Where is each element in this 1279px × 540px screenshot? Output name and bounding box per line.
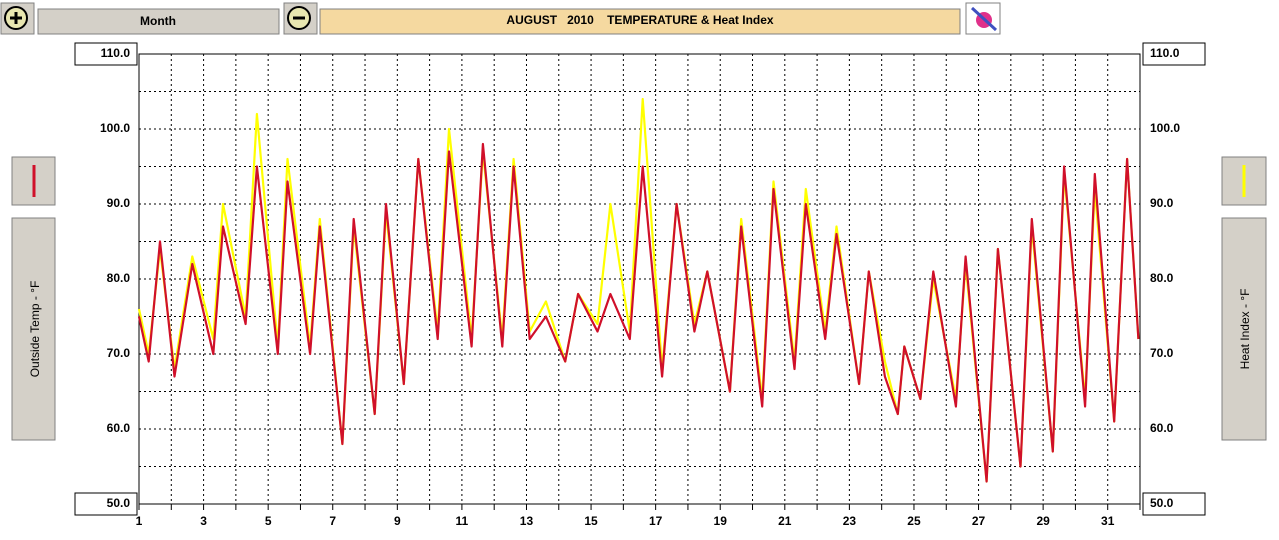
y2-tick-box — [1142, 42, 1206, 66]
y2-axis-label: Heat Index - °F — [1238, 289, 1252, 370]
y2-tick-box — [1142, 492, 1206, 516]
period-label: Month — [140, 14, 176, 28]
settings-icon[interactable] — [965, 2, 1001, 35]
x-tick-label: 31 — [1101, 514, 1115, 528]
zoom-in-button[interactable] — [0, 2, 35, 35]
x-tick-label: 25 — [907, 514, 921, 528]
x-tick-label: 21 — [778, 514, 792, 528]
y2-tick-label: 110.0 — [1150, 46, 1180, 60]
x-tick-label: 15 — [584, 514, 598, 528]
x-tick-label: 11 — [456, 514, 469, 528]
y-tick-label: 70.0 — [107, 346, 131, 360]
y-tick-label: 110.0 — [101, 46, 131, 60]
zoom-out-button[interactable] — [283, 2, 318, 35]
y2-tick-label: 50.0 — [1150, 496, 1174, 510]
series-line — [137, 142, 1140, 483]
y2-label-box — [1221, 217, 1267, 441]
y-tick-label: 100.0 — [100, 121, 130, 135]
y-axis-label: Outside Temp - °F — [28, 281, 42, 378]
y2-tick-label: 70.0 — [1150, 346, 1174, 360]
chart-title: AUGUST 2010 TEMPERATURE & Heat Index — [506, 13, 773, 27]
x-tick-label: 3 — [200, 514, 207, 528]
y-label-box — [11, 217, 56, 441]
x-tick-label: 5 — [265, 514, 272, 528]
x-tick-label: 19 — [714, 514, 728, 528]
title-box — [319, 8, 961, 35]
y2-tick-label: 80.0 — [1150, 271, 1174, 285]
y-tick-label: 50.0 — [107, 496, 131, 510]
y-tick-label: 60.0 — [107, 421, 131, 435]
x-tick-label: 1 — [136, 514, 143, 528]
y2-tick-label: 90.0 — [1150, 196, 1174, 210]
y2-tick-label: 60.0 — [1150, 421, 1174, 435]
x-tick-label: 17 — [649, 514, 663, 528]
x-tick-label: 13 — [520, 514, 534, 528]
y-tick-box — [74, 492, 138, 516]
y2-tick-label: 100.0 — [1150, 121, 1180, 135]
y-tick-label: 80.0 — [107, 271, 131, 285]
y-tick-box — [74, 42, 138, 66]
x-tick-label: 27 — [972, 514, 986, 528]
period-button[interactable] — [37, 8, 280, 35]
y-tick-label: 90.0 — [107, 196, 131, 210]
x-tick-label: 29 — [1036, 514, 1050, 528]
x-tick-label: 7 — [329, 514, 336, 528]
x-tick-label: 23 — [843, 514, 857, 528]
x-tick-label: 9 — [394, 514, 401, 528]
